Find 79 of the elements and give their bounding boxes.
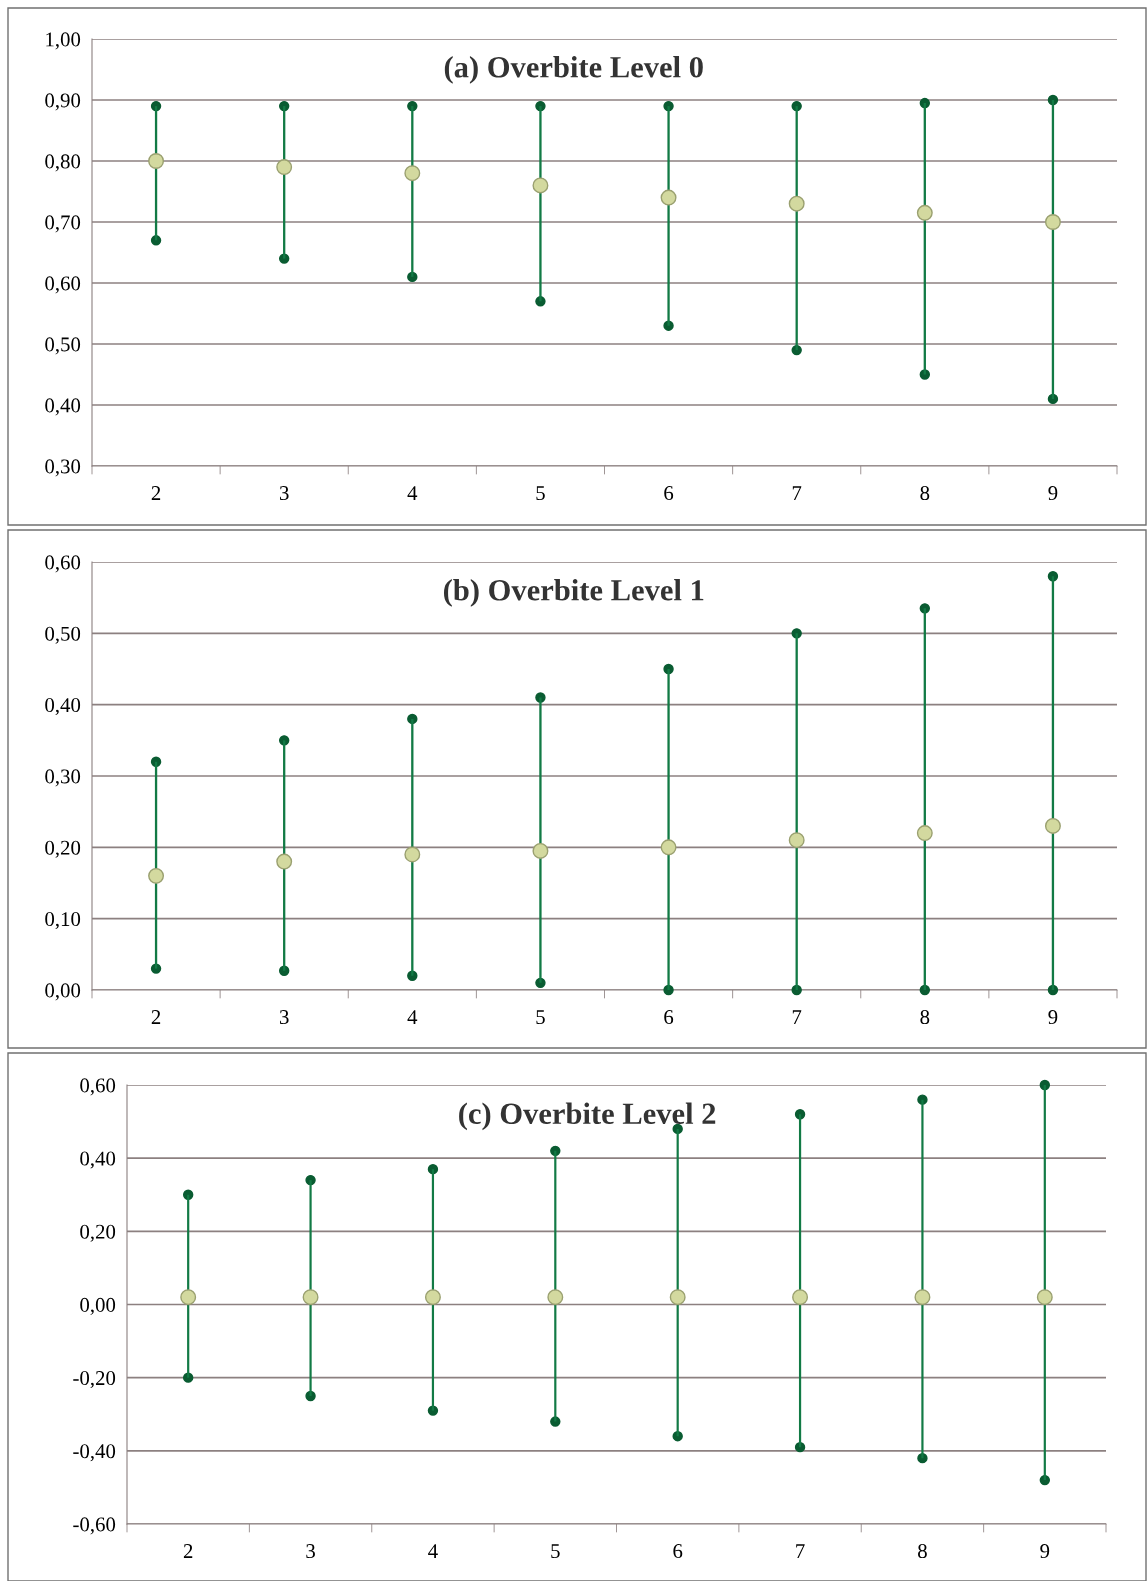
y-tick-label: 0,60 — [45, 276, 81, 294]
x-tick-label: 4 — [407, 486, 418, 500]
bar — [539, 697, 542, 983]
x-tick-label: 4 — [407, 1010, 418, 1024]
x-tick-label: 9 — [1040, 1544, 1050, 1559]
point — [424, 1289, 441, 1306]
y-tick-label: 0,20 — [80, 1224, 116, 1242]
x-tick-label: 6 — [664, 1010, 674, 1025]
point — [404, 846, 421, 863]
point — [792, 1289, 809, 1306]
bar — [539, 106, 542, 302]
point — [276, 853, 293, 870]
x-tick-label: 3 — [279, 486, 289, 501]
y-tick-label: 0,30 — [45, 769, 81, 787]
x-tick-label: 9 — [1048, 486, 1058, 501]
text: (a) Overbite Level 0 — [444, 56, 703, 84]
y-tick-label: 0,40 — [80, 1151, 116, 1169]
y-tick-label: -0,40 — [73, 1444, 116, 1462]
point — [532, 842, 549, 859]
x-tick-label: 8 — [918, 1544, 927, 1559]
point — [1036, 1289, 1053, 1306]
point — [1044, 214, 1061, 230]
y-tick-label: 1,00 — [46, 32, 81, 50]
y-tick-label: 0,10 — [45, 912, 81, 930]
x-tick-label: 7 — [792, 1010, 802, 1024]
y-tick-label: -0,20 — [73, 1371, 116, 1389]
point — [916, 825, 933, 842]
point — [404, 165, 421, 182]
y-tick-label: 0,70 — [45, 215, 81, 233]
y-tick-label: 0,30 — [45, 459, 81, 477]
text: (b) Overbite Level 1 — [443, 579, 704, 607]
point — [148, 867, 165, 884]
x-tick-label: 8 — [920, 486, 930, 501]
x-tick-label: 6 — [673, 1544, 683, 1559]
bar — [309, 1180, 312, 1396]
y-tick-label: 0,00 — [80, 1297, 116, 1315]
x-tick-label: 7 — [792, 486, 802, 500]
x-tick-label: 9 — [1048, 1010, 1058, 1025]
point — [276, 159, 293, 176]
point — [660, 189, 677, 206]
point — [148, 153, 165, 169]
y-tick-label: 0,40 — [45, 698, 81, 716]
y-tick-label: 0,60 — [80, 1078, 116, 1096]
x-tick-label: 7 — [796, 1544, 805, 1558]
y-tick-label: -0,60 — [73, 1517, 116, 1535]
point — [547, 1289, 564, 1306]
x-tick-label: 4 — [428, 1544, 438, 1558]
bar — [667, 106, 670, 326]
x-tick-label: 2 — [151, 1010, 161, 1024]
x-tick-label: 5 — [536, 1010, 545, 1025]
x-tick-label: 3 — [279, 1010, 289, 1025]
point — [302, 1289, 319, 1306]
y-tick-label: 0,00 — [45, 983, 81, 1001]
point — [532, 177, 549, 194]
y-tick-label: 0,80 — [45, 154, 81, 172]
point — [788, 832, 805, 849]
text: (c) Overbite Level 2 — [459, 1102, 716, 1131]
point — [914, 1289, 931, 1306]
point — [916, 204, 933, 221]
point — [788, 195, 805, 212]
bar — [667, 669, 670, 990]
y-tick-label: 0,40 — [45, 398, 81, 416]
point — [1044, 817, 1061, 834]
x-tick-label: 2 — [151, 486, 161, 500]
point — [660, 839, 677, 856]
y-tick-label: 0,60 — [45, 555, 81, 573]
y-tick-label: 0,20 — [45, 840, 81, 858]
y-tick-label: 0,90 — [45, 93, 81, 111]
x-tick-label: 5 — [536, 486, 545, 501]
point — [180, 1289, 197, 1306]
y-tick-label: 0,50 — [45, 626, 81, 644]
x-tick-label: 2 — [183, 1544, 193, 1558]
y-tick-label: 0,50 — [45, 337, 81, 355]
point — [669, 1289, 686, 1306]
x-tick-label: 3 — [306, 1544, 315, 1559]
x-tick-label: 8 — [920, 1010, 930, 1025]
x-tick-label: 6 — [664, 486, 674, 501]
bar — [921, 1099, 924, 1459]
x-tick-label: 5 — [551, 1544, 560, 1559]
